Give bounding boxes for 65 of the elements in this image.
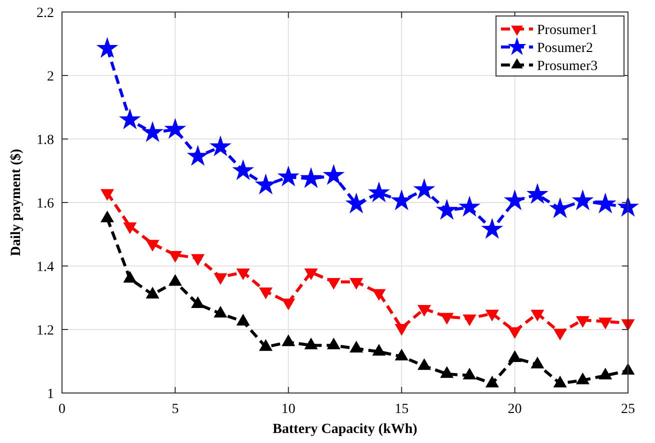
y-tick-label: 1.4 — [36, 260, 54, 275]
point — [236, 314, 250, 326]
point — [324, 165, 344, 184]
point — [372, 344, 386, 356]
legend-label: Posumer2 — [537, 41, 593, 56]
point — [327, 338, 340, 350]
point — [301, 168, 321, 188]
point — [142, 122, 162, 142]
x-axis-title: Battery Capacity (kWh) — [272, 422, 418, 437]
x-tick-label: 0 — [58, 402, 66, 417]
point — [436, 200, 457, 219]
legend-label: Prosumer1 — [537, 23, 598, 38]
point — [618, 196, 638, 216]
point — [210, 136, 230, 156]
y-tick-label: 1.8 — [36, 133, 54, 148]
point — [508, 350, 522, 362]
point — [97, 38, 118, 58]
point — [304, 338, 318, 350]
point — [486, 376, 499, 388]
point — [124, 271, 136, 283]
point — [414, 179, 434, 198]
point — [259, 340, 272, 351]
point — [418, 358, 431, 370]
point — [346, 194, 366, 213]
point — [214, 306, 227, 318]
x-tick-label: 25 — [621, 402, 635, 417]
y-tick-label: 1.6 — [36, 196, 54, 212]
point — [100, 211, 114, 222]
point — [350, 341, 363, 352]
x-tick-label: 5 — [172, 402, 179, 417]
point — [460, 196, 480, 216]
point — [369, 182, 389, 202]
point — [554, 376, 566, 388]
legend-label: Prosumer3 — [537, 59, 598, 74]
point — [504, 190, 525, 210]
x-tick-label: 20 — [508, 402, 522, 417]
point — [595, 194, 616, 213]
x-tick-label: 15 — [394, 402, 409, 417]
point — [531, 357, 544, 368]
point — [395, 349, 408, 360]
x-tick-label: 10 — [281, 402, 296, 417]
point — [233, 160, 254, 180]
point — [572, 190, 593, 210]
point — [392, 190, 412, 210]
point — [282, 334, 295, 346]
point — [598, 368, 612, 380]
point — [463, 368, 476, 380]
y-tick-label: 2 — [47, 70, 54, 84]
y-axis-title: Daily payment ($) — [9, 148, 24, 256]
point — [440, 366, 454, 378]
point — [165, 119, 186, 138]
point — [550, 198, 570, 218]
point — [188, 146, 208, 165]
point — [528, 184, 548, 204]
point — [168, 274, 182, 286]
point — [482, 219, 502, 238]
point — [191, 296, 204, 308]
point — [120, 110, 140, 128]
point — [576, 373, 590, 384]
y-tick-label: 2.2 — [36, 6, 54, 21]
point — [146, 287, 159, 298]
y-tick-label: 1 — [47, 387, 54, 402]
point — [278, 166, 298, 186]
point — [256, 174, 276, 194]
y-tick-label: 1.2 — [36, 324, 54, 338]
